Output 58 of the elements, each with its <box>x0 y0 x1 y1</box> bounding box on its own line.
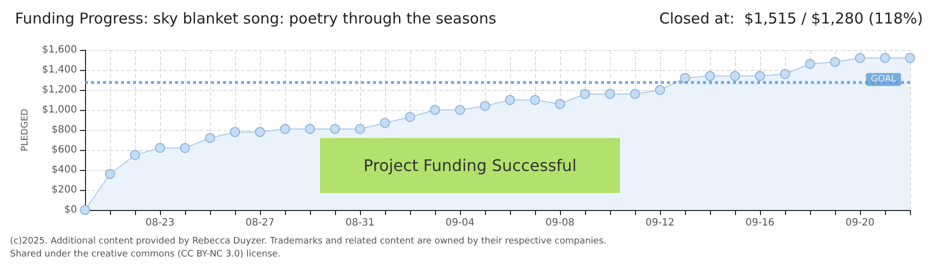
point <box>555 99 565 109</box>
point <box>355 124 365 134</box>
chart-title: Funding Progress: sky blanket song: poetry through the seasons <box>15 10 496 28</box>
point <box>530 95 540 105</box>
point <box>180 143 190 153</box>
point <box>655 85 665 95</box>
point <box>205 133 215 143</box>
text: (c)2025. Additional content provided by Rebecca Duyzer. Trademarks and related content are owned by their respective companies. <box>10 236 606 246</box>
point <box>430 105 440 115</box>
y-tick-label: $1,600 <box>42 44 77 56</box>
point <box>630 89 640 99</box>
x-tick-label: 08-31 <box>345 218 375 228</box>
y-tick-label: $1,200 <box>42 84 77 96</box>
text: Shared under the creative commons (CC BY-NC 3.0) license. <box>10 250 281 260</box>
point <box>305 124 315 134</box>
banner: Project Funding Successful <box>320 138 620 193</box>
point <box>705 71 715 81</box>
point <box>280 124 290 134</box>
annotation: Project Funding Successful <box>363 156 577 175</box>
point <box>130 150 140 160</box>
x-tick-label: 09-08 <box>545 218 575 228</box>
x-tick-label: 08-27 <box>245 218 275 228</box>
y-tick-label: $600 <box>52 144 77 156</box>
point <box>755 71 765 81</box>
point <box>830 57 840 67</box>
y-axis-title: PLEDGED <box>20 108 30 152</box>
y-tick-label: $800 <box>52 124 77 136</box>
point <box>680 73 690 83</box>
point <box>230 127 240 137</box>
ref-line-label: GOAL <box>870 74 896 84</box>
point <box>605 89 615 99</box>
y-tick-label: $400 <box>52 164 77 176</box>
point <box>855 53 865 63</box>
x-tick-label: 09-16 <box>745 218 775 228</box>
point <box>780 69 790 79</box>
x-tick-label: 08-23 <box>145 218 175 228</box>
point <box>330 124 340 134</box>
x-tick-label: 09-04 <box>445 218 475 228</box>
point <box>905 53 915 63</box>
point <box>480 101 490 111</box>
y-tick-label: $200 <box>52 184 77 196</box>
x-tick-label: 09-20 <box>845 218 875 228</box>
point <box>405 112 415 122</box>
x-tick-label: 09-12 <box>645 218 675 228</box>
chart-subtitle: Closed at: $1,515 / $1,280 (118%) <box>659 10 924 28</box>
point <box>880 53 890 63</box>
point <box>105 169 115 179</box>
point <box>380 118 390 128</box>
y-tick-label: $1,000 <box>42 104 77 116</box>
point <box>255 127 265 137</box>
point <box>155 143 165 153</box>
y-tick-label: $1,400 <box>42 64 77 76</box>
point <box>455 105 465 115</box>
point <box>730 71 740 81</box>
point <box>580 89 590 99</box>
point <box>505 95 515 105</box>
y-tick-label: $0 <box>64 204 77 216</box>
point <box>805 59 815 69</box>
